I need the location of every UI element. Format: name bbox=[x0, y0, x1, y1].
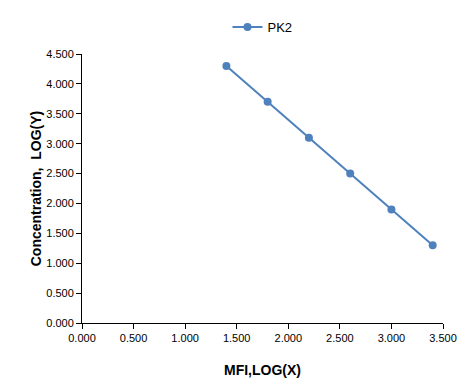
svg-text:3.500: 3.500 bbox=[429, 332, 457, 344]
svg-text:PK2: PK2 bbox=[268, 20, 293, 35]
svg-text:1.500: 1.500 bbox=[46, 227, 74, 239]
svg-text:1.500: 1.500 bbox=[223, 332, 251, 344]
svg-text:3.500: 3.500 bbox=[46, 108, 74, 120]
svg-text:3.000: 3.000 bbox=[46, 138, 74, 150]
svg-text:0.500: 0.500 bbox=[46, 287, 74, 299]
svg-text:2.500: 2.500 bbox=[46, 167, 74, 179]
svg-text:Concentration, LOG(Y): Concentration, LOG(Y) bbox=[28, 111, 44, 267]
svg-text:3.000: 3.000 bbox=[378, 332, 406, 344]
svg-text:0.000: 0.000 bbox=[68, 332, 96, 344]
svg-text:2.500: 2.500 bbox=[326, 332, 354, 344]
svg-text:1.000: 1.000 bbox=[171, 332, 199, 344]
svg-text:4.000: 4.000 bbox=[46, 78, 74, 90]
svg-text:4.500: 4.500 bbox=[46, 48, 74, 60]
svg-text:2.000: 2.000 bbox=[275, 332, 303, 344]
svg-text:0.000: 0.000 bbox=[46, 317, 74, 329]
svg-text:0.500: 0.500 bbox=[120, 332, 148, 344]
svg-text:2.000: 2.000 bbox=[46, 197, 74, 209]
svg-text:MFI,LOG(X): MFI,LOG(X) bbox=[224, 362, 301, 378]
svg-text:1.000: 1.000 bbox=[46, 257, 74, 269]
